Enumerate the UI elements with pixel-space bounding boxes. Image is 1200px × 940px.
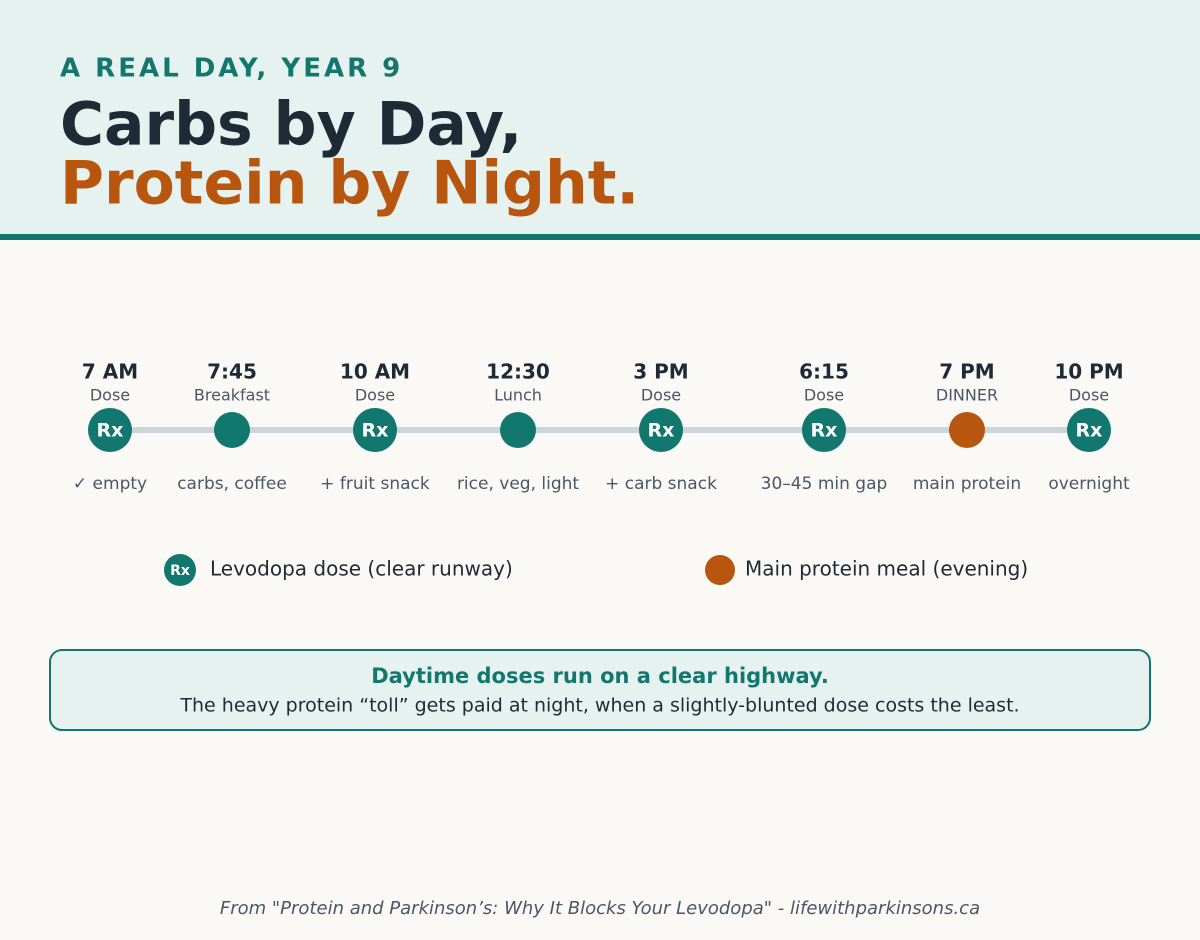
event-label: Breakfast [194,386,270,405]
event-label: Dose [90,386,130,405]
event-marker [949,412,985,448]
event-marker [500,412,536,448]
event-note: main protein [913,474,1021,494]
event-time: 7 AM [82,360,138,384]
event-time: 10 AM [340,360,410,384]
event-time: 10 PM [1054,360,1123,384]
legend-badge: Rx [170,563,190,579]
event-label: DINNER [936,386,998,405]
event-label: Dose [641,386,681,405]
legend-label: Main protein meal (evening) [745,557,1028,581]
legend: Rx Levodopa dose (clear runway) Main prote… [164,554,1028,586]
event-badge: Rx [362,420,389,442]
event-note: + fruit snack [320,474,430,494]
callout-headline: Daytime doses run on a clear highway. [371,664,829,688]
event-label: Dose [355,386,395,405]
event-label: Dose [1069,386,1109,405]
callout-box [49,649,1151,731]
event-marker [88,408,132,452]
event-badge: Rx [648,420,675,442]
event-time: 7 PM [939,360,994,384]
event-note: rice, veg, light [457,474,579,494]
event-time: 12:30 [486,360,550,384]
event-note: + carb snack [605,474,717,494]
title-line2: Protein by Night. [60,149,639,219]
event-note: 30–45 min gap [761,474,888,494]
callout-body: The heavy protein “toll” gets paid at ni… [179,695,1019,717]
event-label: Lunch [494,386,542,405]
event-label: Dose [804,386,844,405]
event-note: ✓ empty [73,474,147,494]
title-line1: Carbs by Day, [60,90,522,160]
event-marker [353,408,397,452]
event-time: 3 PM [633,360,688,384]
event-note: overnight [1048,474,1130,494]
legend-swatch [705,555,735,585]
event-time: 6:15 [799,360,849,384]
event-marker [639,408,683,452]
legend-label: Levodopa dose (clear runway) [210,557,513,581]
header-rule [0,234,1200,240]
event-note: carbs, coffee [177,474,287,494]
timeline: 7 AM Dose Rx ✓ empty 7:45 Breakfast carbs, cof… [73,360,1130,495]
kicker: A REAL DAY, YEAR 9 [60,54,403,84]
event-marker [1067,408,1111,452]
event-marker [802,408,846,452]
source: From "Protein and Parkinson’s: Why It Bl… [220,898,980,919]
event-time: 7:45 [207,360,257,384]
header-band [0,0,1200,235]
event-badge: Rx [811,420,838,442]
event-marker [214,412,250,448]
legend-swatch [164,554,196,586]
event-badge: Rx [1076,420,1103,442]
event-badge: Rx [97,420,124,442]
